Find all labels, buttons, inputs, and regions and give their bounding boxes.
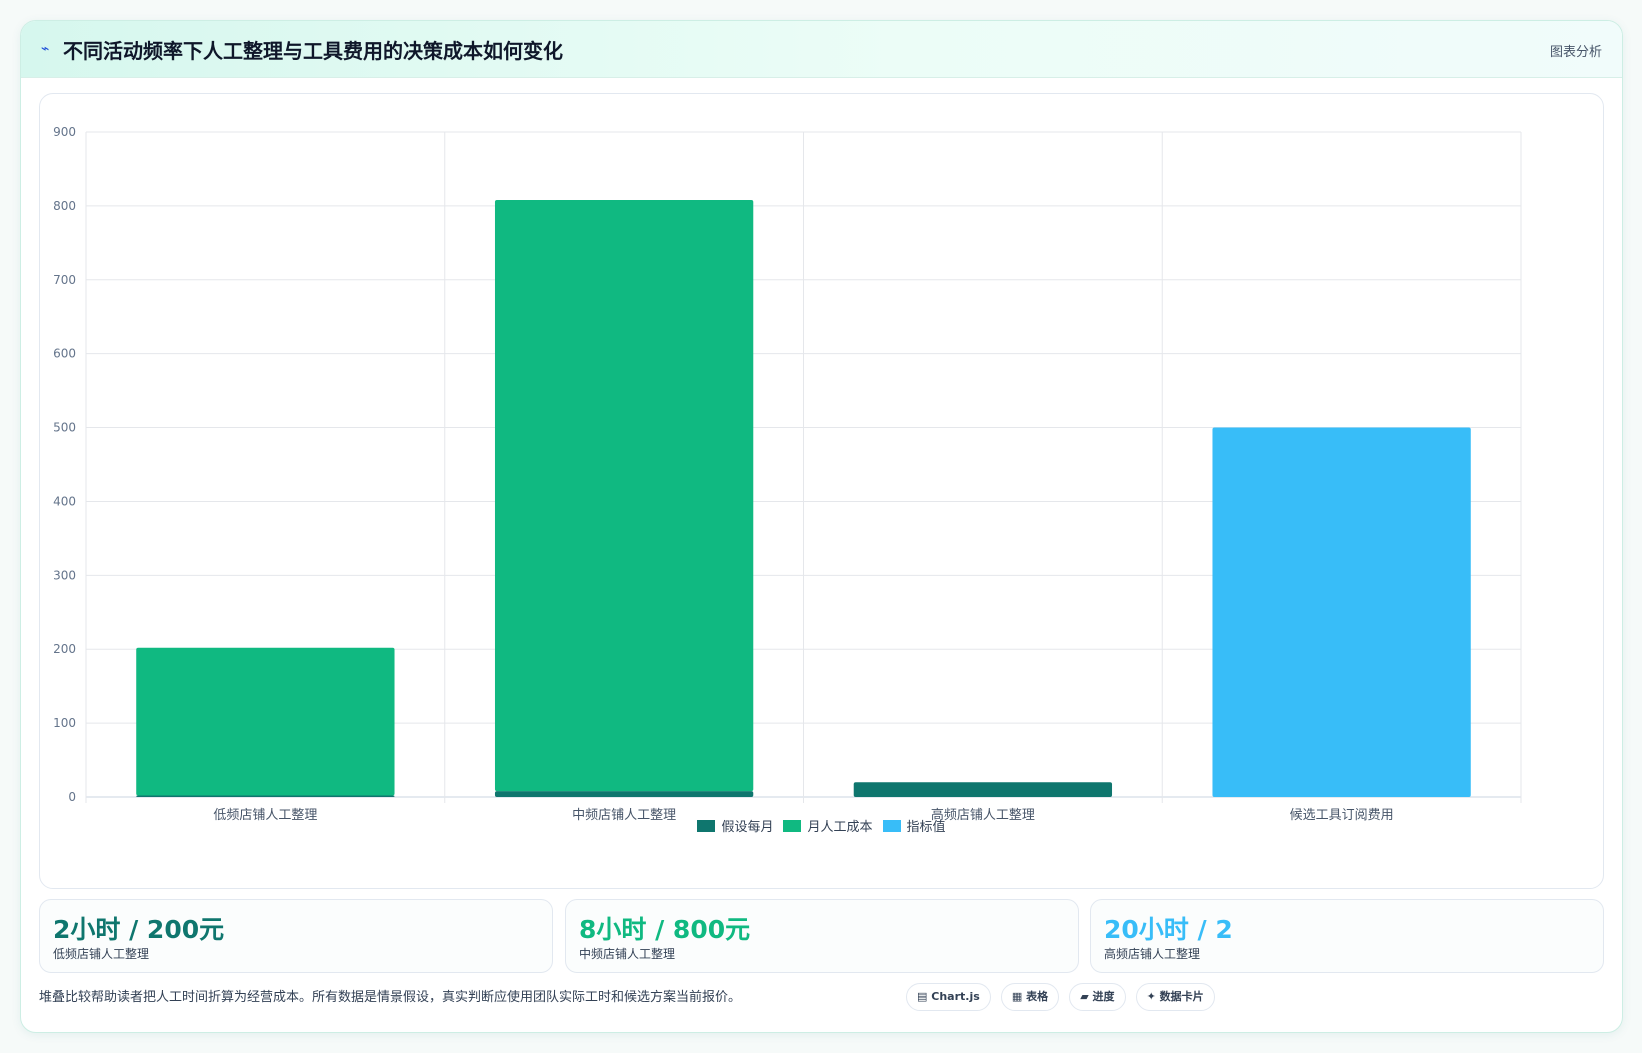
- y-tick-label: 200: [53, 642, 76, 656]
- legend-label: 指标值: [906, 820, 946, 835]
- chart-legend: 假设每月 月人工成本 指标值: [40, 816, 1603, 835]
- chart-card: 0 100 200 300 400 500 600 700 800 900 低频店铺人工整理 中频店铺…: [39, 93, 1604, 889]
- y-tick-label: 0: [68, 790, 76, 804]
- pill-data-cards[interactable]: ✦ 数据卡片: [1135, 983, 1215, 1011]
- legend-label: 假设每月: [721, 820, 774, 835]
- stat-value: 8小时 / 800元: [579, 915, 751, 944]
- x-tick-label: 低频店铺人工整理: [213, 808, 317, 823]
- legend-item[interactable]: 指标值: [882, 816, 946, 835]
- stat-value: 20小时 / 2: [1104, 915, 1233, 944]
- bar: [494, 199, 754, 792]
- chart-footnote: 堆叠比较帮助读者把人工时间折算为经营成本。所有数据是情景假设，真实判断应使用团队…: [39, 990, 742, 1005]
- pill-table[interactable]: ▦ 表格: [1000, 983, 1060, 1011]
- stat-label: 高频店铺人工整理: [1104, 947, 1201, 961]
- y-tick-label: 600: [53, 347, 76, 361]
- bar: [853, 782, 1113, 797]
- chart-title: 不同活动频率下人工整理与工具费用的决策成本如何变化: [63, 39, 563, 63]
- y-tick-label: 100: [53, 716, 76, 730]
- pill-label: 表格: [1026, 990, 1049, 1003]
- stat-label: 低频店铺人工整理: [53, 947, 150, 961]
- x-tick-label: 高频店铺人工整理: [931, 807, 1035, 823]
- y-tick-label: 400: [53, 494, 76, 508]
- stat-card-low: 2小时 / 200元 低频店铺人工整理: [39, 899, 553, 973]
- chart-analysis-tag: 图表分析: [1549, 45, 1602, 60]
- y-tick-label: 300: [53, 568, 76, 582]
- chart-icon: ▤: [917, 990, 928, 1003]
- stat-label: 中频店铺人工整理: [579, 947, 676, 961]
- feature-pills: ▤ Chart.js ▦ 表格 ▰ 进度 ✦ 数据卡片: [906, 983, 1220, 1011]
- progress-icon: ▰: [1080, 990, 1089, 1003]
- bar: [136, 647, 395, 796]
- legend-label: 月人工成本: [807, 820, 873, 835]
- pill-progress[interactable]: ▰ 进度: [1069, 983, 1126, 1011]
- y-tick-label: 500: [53, 421, 76, 435]
- y-tick-label: 700: [53, 273, 76, 287]
- pill-label: Chart.js: [931, 990, 980, 1003]
- stat-card-high: 20小时 / 2 高频店铺人工整理: [1090, 899, 1604, 973]
- y-tick-label: 900: [53, 125, 76, 139]
- stat-card-mid: 8小时 / 800元 中频店铺人工整理: [565, 899, 1079, 973]
- chart-panel: ⌁ 不同活动频率下人工整理与工具费用的决策成本如何变化 图表分析 0 100 200…: [20, 20, 1623, 1033]
- stat-value: 2小时 / 200元: [53, 915, 225, 944]
- legend-swatch: [783, 820, 802, 832]
- legend-swatch: [697, 820, 716, 832]
- bar: [136, 795, 395, 797]
- legend-item[interactable]: 假设每月: [697, 816, 773, 835]
- pill-chartjs[interactable]: ▤ Chart.js: [906, 983, 991, 1011]
- panel-header: ⌁ 不同活动频率下人工整理与工具费用的决策成本如何变化 图表分析: [21, 21, 1622, 78]
- bar: [1212, 427, 1471, 797]
- x-tick-label: 中频店铺人工整理: [572, 808, 676, 823]
- sparkle-icon: ✦: [1146, 990, 1156, 1003]
- table-icon: ▦: [1011, 990, 1023, 1003]
- y-tick-label: 800: [53, 199, 76, 213]
- bar: [494, 791, 754, 797]
- trend-icon: ⌁: [41, 41, 50, 57]
- x-tick-label: 候选工具订阅费用: [1290, 808, 1394, 823]
- legend-item[interactable]: 月人工成本: [783, 816, 873, 835]
- pill-label: 进度: [1092, 990, 1115, 1003]
- legend-swatch: [882, 820, 901, 832]
- bar-chart: 0 100 200 300 400 500 600 700 800 900 低频店铺人工整理 中频店铺…: [53, 125, 1522, 823]
- pill-label: 数据卡片: [1159, 990, 1204, 1003]
